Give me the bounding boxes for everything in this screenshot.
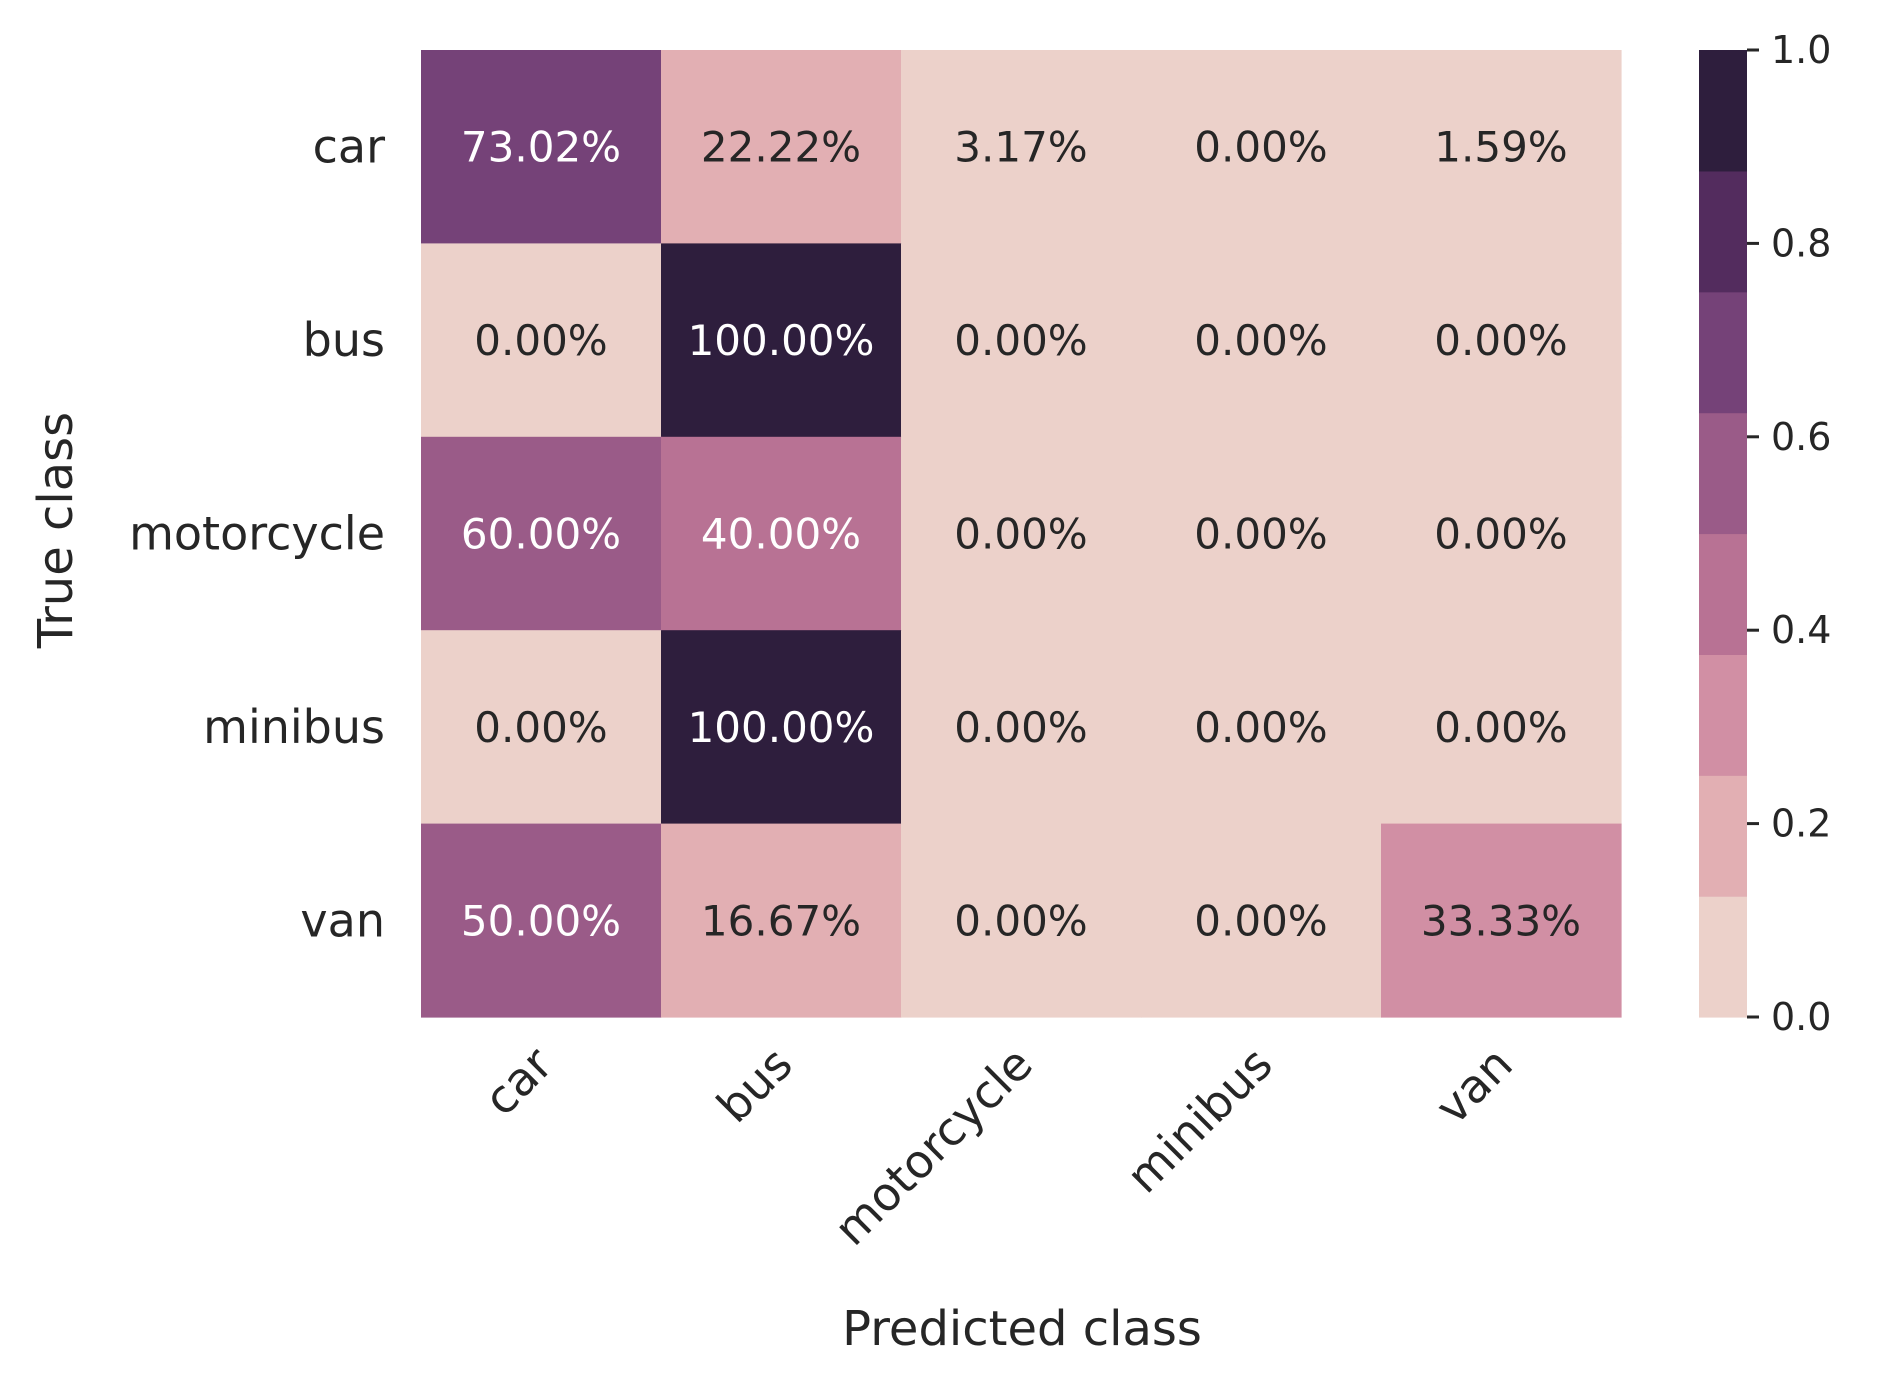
cell-label-minibus-motorcycle: 0.00% [954, 703, 1087, 752]
x-tick-label-van: van [1425, 1037, 1523, 1135]
heatmap-cell-car-bus [661, 50, 902, 244]
y-tick-label-van: van [300, 893, 385, 947]
cell-label-minibus-bus: 100.00% [688, 703, 875, 752]
cell-label-car-minibus: 0.00% [1194, 123, 1327, 172]
cell-label-minibus-van: 0.00% [1434, 703, 1567, 752]
heatmap-cell-motorcycle-minibus [1141, 436, 1382, 631]
colorbar-tick-label-1: 0.2 [1771, 802, 1831, 846]
heatmap-cell-labels: 73.02% 22.22% 3.17% 0.00% 1.59% 0.00% 100.00% 0… [461, 123, 1581, 946]
cell-label-bus-bus: 100.00% [688, 316, 875, 365]
y-axis-tick-labels: car bus motorcycle minibus van [129, 120, 385, 948]
colorbar-bin-5 [1699, 291, 1747, 414]
cell-label-motorcycle-van: 0.00% [1434, 510, 1567, 559]
heatmap-cell-minibus-bus [661, 630, 902, 825]
colorbar-bin-1 [1699, 775, 1747, 897]
heatmap-cell-motorcycle-car [421, 436, 662, 631]
heatmap-cell-minibus-minibus [1141, 630, 1382, 825]
heatmap-cell-van-car [421, 823, 662, 1018]
heatmap-cell-car-van [1381, 50, 1622, 244]
colorbar-bin-2 [1699, 654, 1747, 776]
cell-label-van-bus: 16.67% [701, 896, 861, 945]
heatmap-cell-motorcycle-van [1381, 436, 1622, 631]
heatmap-cell-minibus-van [1381, 630, 1622, 825]
heatmap-cell-bus-motorcycle [901, 243, 1142, 438]
colorbar-tick-label-3: 0.6 [1771, 415, 1831, 459]
cell-label-motorcycle-motorcycle: 0.00% [954, 510, 1087, 559]
cell-label-van-motorcycle: 0.00% [954, 896, 1087, 945]
heatmap-cell-minibus-car [421, 630, 662, 825]
cell-label-motorcycle-car: 60.00% [461, 510, 621, 559]
cell-label-van-van: 33.33% [1421, 896, 1581, 945]
x-axis-tick-labels: car bus motorcycle minibus van [473, 1037, 1522, 1256]
colorbar-bin-4 [1699, 412, 1747, 535]
cell-label-motorcycle-minibus: 0.00% [1194, 510, 1327, 559]
cell-label-bus-van: 0.00% [1434, 316, 1567, 365]
cell-label-minibus-car: 0.00% [474, 703, 607, 752]
x-axis-title: Predicted class [842, 1301, 1202, 1357]
cell-label-van-minibus: 0.00% [1194, 896, 1327, 945]
heatmap-cell-minibus-motorcycle [901, 630, 1142, 825]
heatmap-cell-motorcycle-motorcycle [901, 436, 1142, 631]
cell-label-minibus-minibus: 0.00% [1194, 703, 1327, 752]
heatmap-cell-car-minibus [1141, 50, 1382, 244]
colorbar-bin-3 [1699, 533, 1747, 655]
colorbar-tick-label-4: 0.8 [1771, 221, 1831, 265]
y-tick-label-minibus: minibus [203, 700, 385, 754]
heatmap-cell-motorcycle-bus [661, 436, 902, 631]
y-axis-title: True class [28, 412, 84, 649]
colorbar-tick-label-5: 1.0 [1771, 28, 1831, 72]
x-tick-label-motorcycle: motorcycle [824, 1037, 1043, 1256]
heatmap-cell-van-bus [661, 823, 902, 1018]
x-tick-label-minibus: minibus [1116, 1037, 1283, 1204]
colorbar-tick-label-2: 0.4 [1771, 608, 1831, 652]
colorbar-bin-6 [1699, 170, 1747, 293]
y-tick-label-bus: bus [303, 313, 385, 367]
cell-label-van-car: 50.00% [461, 896, 621, 945]
colorbar-bin-7 [1699, 50, 1747, 172]
x-tick-label-bus: bus [706, 1037, 802, 1133]
x-tick-label-car: car [473, 1037, 562, 1126]
heatmap-cell-bus-minibus [1141, 243, 1382, 438]
cell-label-bus-motorcycle: 0.00% [954, 316, 1087, 365]
heatmap-cell-car-motorcycle [901, 50, 1142, 244]
heatmap-cell-van-minibus [1141, 823, 1382, 1018]
cell-label-car-car: 73.02% [461, 123, 621, 172]
cell-label-bus-minibus: 0.00% [1194, 316, 1327, 365]
colorbar: 0.0 0.2 0.4 0.6 0.8 1.0 [1699, 28, 1831, 1039]
cell-label-bus-car: 0.00% [474, 316, 607, 365]
heatmap-cell-bus-bus [661, 243, 902, 438]
colorbar-tick-label-0: 0.0 [1771, 995, 1831, 1039]
heatmap-cell-bus-car [421, 243, 662, 438]
heatmap-cell-van-motorcycle [901, 823, 1142, 1018]
cell-label-car-van: 1.59% [1434, 123, 1567, 172]
heatmap-cells [421, 50, 1622, 1018]
cell-label-motorcycle-bus: 40.00% [701, 510, 861, 559]
y-tick-label-motorcycle: motorcycle [129, 507, 385, 561]
colorbar-bin-0 [1699, 896, 1747, 1018]
heatmap-cell-car-car [421, 50, 662, 244]
heatmap-cell-bus-van [1381, 243, 1622, 438]
heatmap-cell-van-van [1381, 823, 1622, 1018]
cell-label-car-bus: 22.22% [701, 123, 861, 172]
y-tick-label-car: car [313, 120, 385, 174]
cell-label-car-motorcycle: 3.17% [954, 123, 1087, 172]
